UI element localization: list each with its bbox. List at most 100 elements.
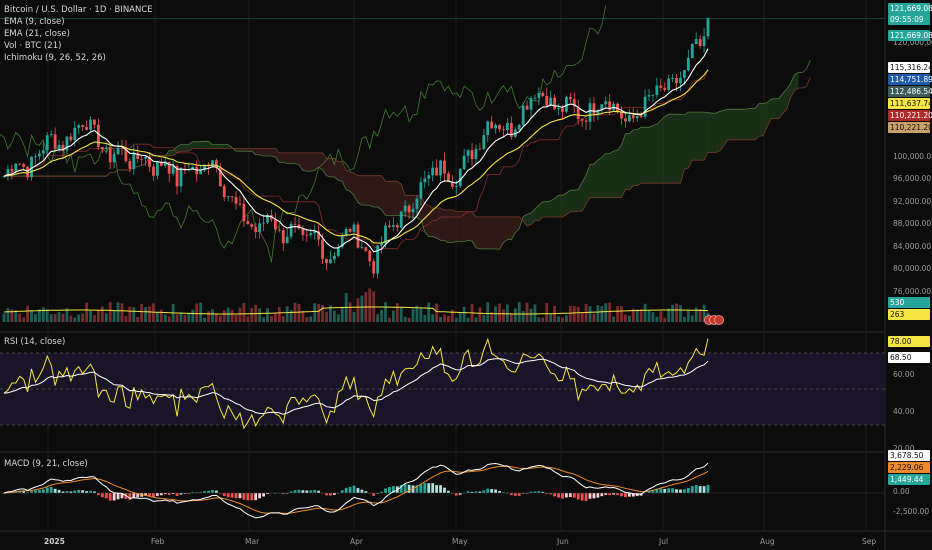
candle-body: [494, 125, 498, 129]
volume-bar: [388, 317, 391, 322]
ichimoku-cloud: [169, 150, 174, 156]
candle-body: [616, 103, 619, 112]
price-tag: 1,449.44: [888, 474, 930, 485]
ichimoku-cloud: [692, 112, 697, 161]
macd-histogram: [557, 493, 560, 498]
ichimoku-cloud: [621, 133, 626, 198]
macd-histogram: [167, 493, 171, 495]
volume-bar: [506, 304, 509, 322]
ichimoku-cloud: [479, 216, 484, 249]
candle-body: [360, 247, 364, 249]
volume-bar: [77, 314, 81, 322]
macd-histogram: [478, 491, 482, 493]
macd-histogram: [502, 492, 505, 493]
candle-body: [336, 246, 340, 256]
macd-histogram: [171, 493, 175, 495]
macd-histogram: [553, 493, 557, 497]
volume-bar: [572, 305, 576, 322]
volume-bar: [612, 316, 616, 322]
volume-bar: [329, 305, 332, 322]
volume-bar: [643, 303, 647, 322]
ichimoku-cloud: [334, 158, 339, 181]
candle-body: [171, 166, 175, 174]
candle-body: [517, 124, 521, 130]
macd-histogram: [529, 491, 533, 493]
macd-histogram: [104, 493, 108, 499]
candle-body: [565, 97, 568, 112]
volume-bar: [604, 303, 608, 322]
candle-body: [647, 95, 651, 97]
ichimoku-cloud: [373, 175, 378, 208]
volume-bar: [187, 312, 191, 322]
candle-body: [179, 168, 183, 187]
volume-bar: [144, 307, 147, 322]
volume-bar: [179, 312, 183, 322]
candle-body: [572, 99, 576, 107]
macd-histogram: [631, 493, 635, 497]
candle-body: [364, 247, 368, 251]
volume-bar: [435, 303, 439, 322]
volume-bar: [679, 305, 682, 322]
macd-histogram: [112, 493, 116, 501]
macd-histogram: [706, 484, 710, 493]
ichimoku-cloud: [389, 181, 394, 216]
volume-bar: [18, 313, 22, 322]
candle-body: [498, 125, 501, 130]
ichimoku-cloud: [184, 144, 189, 152]
macd-histogram: [289, 491, 293, 493]
volume-bar: [683, 316, 686, 322]
ichimoku-cloud: [196, 141, 201, 149]
price-tag: 112,486.54: [888, 86, 932, 97]
candle-body: [651, 94, 655, 96]
volume-bar: [694, 307, 698, 322]
ichimoku-cloud: [204, 141, 209, 149]
candle-body: [340, 235, 344, 247]
candle-body: [273, 219, 277, 230]
candle-body: [549, 97, 553, 106]
candle-body: [281, 230, 285, 244]
volume-bar: [301, 311, 305, 322]
volume-bar: [620, 306, 623, 322]
candle-body: [407, 205, 411, 213]
macd-histogram: [454, 493, 458, 496]
volume-bar: [163, 314, 167, 322]
candle-body: [242, 203, 246, 222]
candle-body: [384, 225, 387, 244]
ichimoku-cloud: [243, 148, 248, 152]
candle-body: [132, 152, 136, 169]
macd-histogram: [427, 483, 431, 493]
volume-bar: [321, 304, 324, 322]
volume-bar: [277, 306, 281, 322]
macd-histogram: [332, 493, 336, 495]
macd-histogram: [281, 493, 285, 495]
macd-histogram: [242, 493, 246, 500]
ichimoku-cloud: [590, 164, 594, 198]
macd-histogram: [258, 493, 262, 499]
candle-body: [77, 125, 81, 128]
candle-body: [502, 129, 505, 131]
volume-bar: [148, 306, 151, 322]
macd-histogram: [163, 493, 167, 495]
macd-histogram: [356, 488, 360, 493]
macd-histogram: [136, 493, 140, 498]
candle-body: [159, 162, 163, 166]
macd-histogram: [384, 488, 387, 493]
candle-body: [226, 196, 230, 198]
candle-body: [659, 85, 663, 88]
ichimoku-cloud: [263, 148, 268, 156]
volume-bar: [565, 315, 568, 322]
ichimoku-cloud: [668, 114, 673, 184]
volume-bar: [124, 316, 128, 322]
candle-body: [321, 239, 324, 259]
macd-histogram: [128, 493, 132, 500]
volume-bar: [73, 317, 77, 322]
candle-body: [49, 134, 53, 136]
macd-histogram: [183, 493, 187, 494]
volume-bar: [431, 314, 435, 322]
candle-body: [643, 96, 647, 117]
volume-bar: [690, 315, 694, 322]
volume-bar: [403, 316, 407, 322]
volume-bar: [96, 310, 100, 322]
candle-body: [289, 223, 293, 237]
